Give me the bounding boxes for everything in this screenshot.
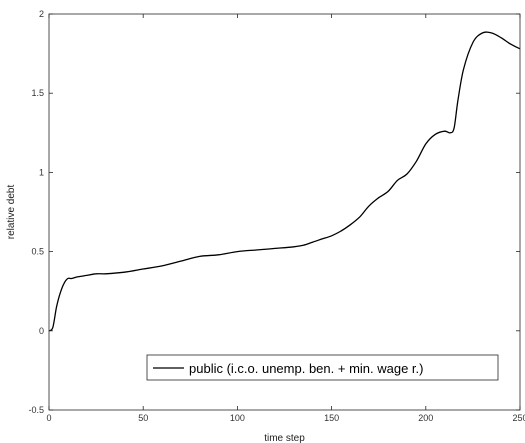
x-tick-label: 250: [512, 413, 525, 423]
y-tick-label: 1: [39, 167, 44, 177]
y-tick-label: 2: [39, 9, 44, 19]
tick-layer: 050100150200250-0.500.511.52: [28, 9, 525, 423]
legend-box: [146, 354, 499, 381]
x-tick-label: 200: [418, 413, 433, 423]
y-tick-label: 1.5: [31, 88, 44, 98]
y-tick-label: 0.5: [31, 247, 44, 257]
x-tick-label: 100: [230, 413, 245, 423]
y-tick-label: 0: [39, 326, 44, 336]
x-tick-label: 150: [324, 413, 339, 423]
plot-frame: [48, 13, 521, 411]
x-tick-label: 50: [138, 413, 148, 423]
legend-entry-label: public (i.c.o. unemp. ben. + min. wage r…: [189, 361, 423, 376]
series-layer: [48, 31, 521, 332]
plot-background: [49, 14, 520, 410]
x-tick-label: 0: [46, 413, 51, 423]
legend: public (i.c.o. unemp. ben. + min. wage r…: [146, 354, 499, 381]
y-axis-label: relative debt: [6, 185, 17, 240]
y-tick-label: -0.5: [28, 405, 44, 415]
x-axis-label: time step: [264, 433, 305, 443]
series-line-public: [48, 31, 521, 332]
